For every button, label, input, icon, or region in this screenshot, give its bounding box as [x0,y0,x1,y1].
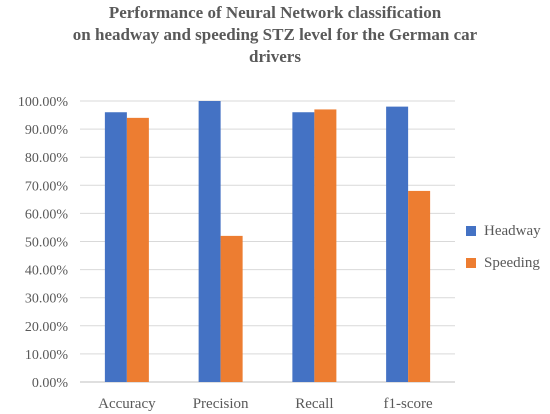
bar-speeding-f1-score [408,190,431,382]
legend-item-headway: Headway [466,223,541,239]
bar-headway-recall [292,112,315,383]
x-category-label: Accuracy [98,396,156,412]
y-tick-label: 20.00% [25,320,69,335]
y-tick-label: 90.00% [25,123,69,138]
bar-speeding-accuracy [126,117,149,383]
chart-title: Performance of Neural Network classifica… [0,2,550,68]
y-tick-label: 30.00% [25,292,69,307]
chart-title-line-3: drivers [249,47,301,66]
chart-title-line-2: on headway and speeding STZ level for th… [72,25,478,44]
y-tick-label: 0.00% [32,376,69,391]
y-tick-label: 80.00% [25,151,69,166]
y-tick-label: 100.00% [18,95,69,110]
y-tick-label: 70.00% [25,179,69,194]
bar-headway-accuracy [104,112,127,383]
y-tick-label: 40.00% [25,264,69,279]
y-tick-label: 50.00% [25,236,69,251]
y-tick-label: 10.00% [25,348,69,363]
bars [104,101,431,383]
legend-swatch-headway [466,226,476,236]
legend-label-speeding: Speeding [484,254,540,271]
legend-label-headway: Headway [484,222,541,239]
bar-speeding-precision [220,235,243,382]
chart-title-line-1: Performance of Neural Network classifica… [108,3,442,22]
x-category-label: Precision [193,396,249,412]
legend-item-speeding: Speeding [466,255,541,271]
bar-headway-f1-score [386,106,409,383]
y-axis-ticks: 0.00% 10.00% 20.00% 30.00% 40.00% 50.00% 60.00… [18,95,69,391]
legend: Headway Speeding [466,223,541,287]
x-axis-categories: Accuracy Precision Recall f1-score [98,396,433,412]
bar-headway-precision [198,101,221,382]
x-category-label: Recall [295,396,333,412]
x-category-label: f1-score [384,396,433,412]
y-tick-label: 60.00% [25,207,69,222]
bar-speeding-recall [314,109,337,383]
legend-swatch-speeding [466,258,476,268]
